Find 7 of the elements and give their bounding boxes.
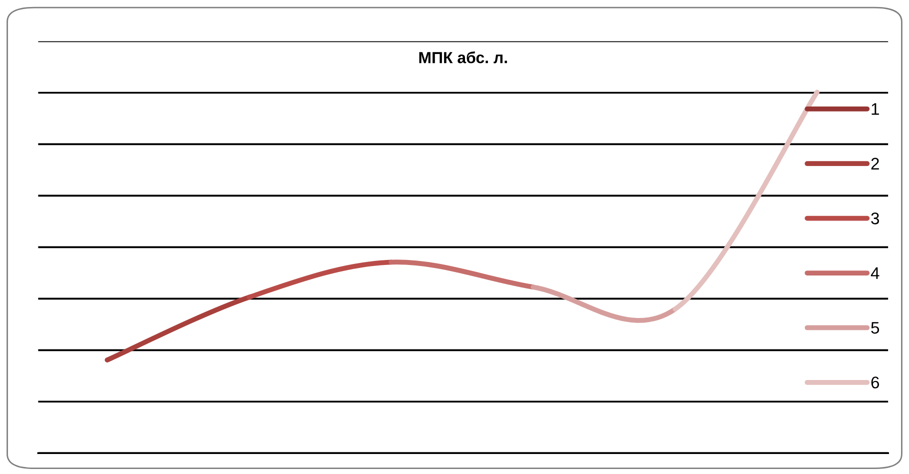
legend-label: 2 [871, 158, 879, 170]
legend-label: 1 [872, 103, 879, 115]
legend-label: 3 [871, 212, 880, 224]
legend-label: 4 [870, 267, 880, 279]
legend-label: 5 [871, 322, 880, 334]
chart-title: МПК абс. л. [419, 51, 507, 64]
legend-label: 6 [871, 376, 880, 388]
